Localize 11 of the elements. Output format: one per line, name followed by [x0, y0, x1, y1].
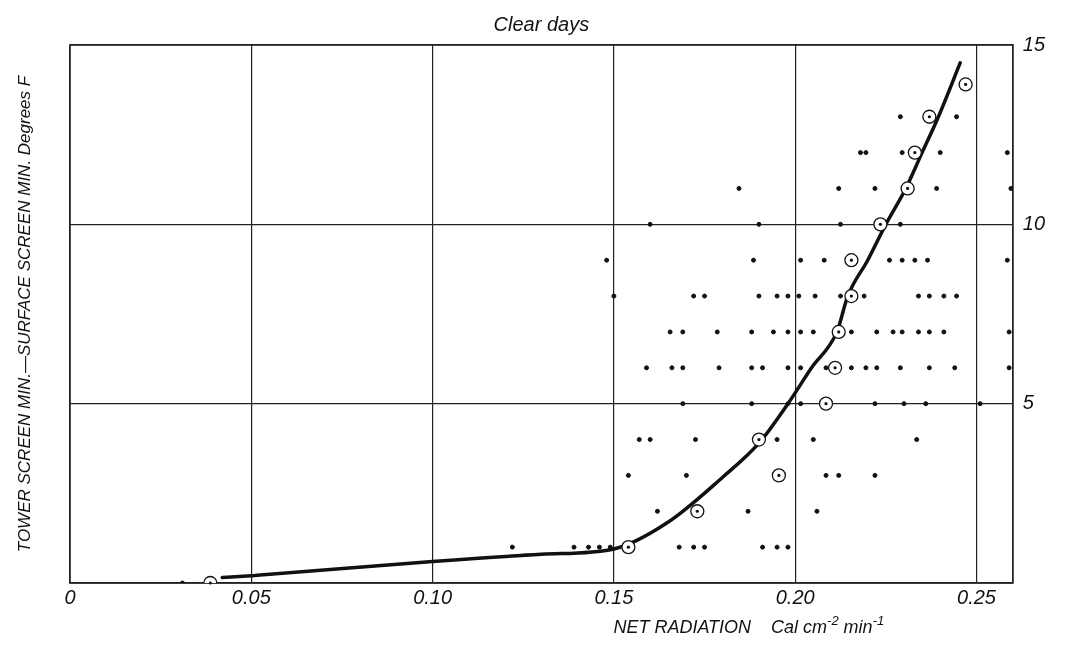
chart-title: Clear days — [493, 13, 590, 35]
x-tick-label: 0.05 — [231, 585, 272, 608]
x-tick-label: 0.15 — [594, 585, 635, 608]
x-tick-label: 0.20 — [775, 585, 815, 608]
x-tick-label: 0 — [64, 585, 76, 608]
y-axis-title: TOWER SCREEN MIN.—SURFACE SCREEN MIN. Degrees F — [15, 74, 34, 553]
x-tick-label: 0.25 — [957, 585, 997, 608]
y-tick-label: 15 — [1022, 32, 1046, 55]
y-tick-label: 5 — [1022, 391, 1035, 414]
x-tick-label: 0.10 — [413, 585, 453, 608]
y-tick-label: 10 — [1022, 211, 1045, 234]
